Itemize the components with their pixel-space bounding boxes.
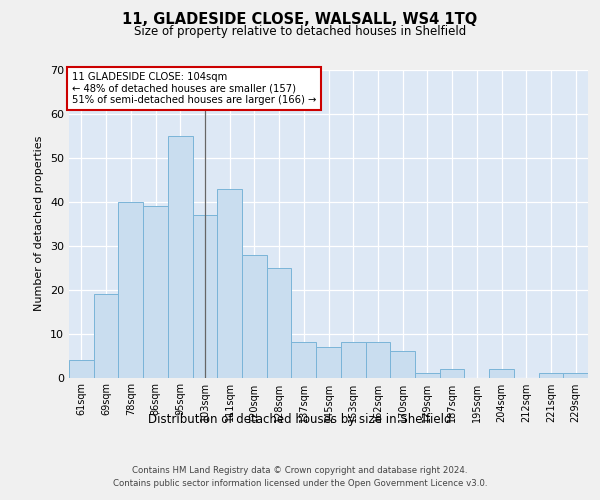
Bar: [118, 202, 143, 378]
Bar: [69, 360, 94, 378]
Bar: [563, 373, 588, 378]
Bar: [316, 347, 341, 378]
Bar: [242, 254, 267, 378]
Bar: [390, 351, 415, 378]
Bar: [489, 368, 514, 378]
Bar: [440, 368, 464, 378]
Bar: [267, 268, 292, 378]
Text: Contains public sector information licensed under the Open Government Licence v3: Contains public sector information licen…: [113, 479, 487, 488]
Text: 11, GLADESIDE CLOSE, WALSALL, WS4 1TQ: 11, GLADESIDE CLOSE, WALSALL, WS4 1TQ: [122, 12, 478, 28]
Text: Contains HM Land Registry data © Crown copyright and database right 2024.: Contains HM Land Registry data © Crown c…: [132, 466, 468, 475]
Y-axis label: Number of detached properties: Number of detached properties: [34, 136, 44, 312]
Text: Distribution of detached houses by size in Shelfield: Distribution of detached houses by size …: [148, 412, 452, 426]
Bar: [341, 342, 365, 378]
Bar: [94, 294, 118, 378]
Bar: [168, 136, 193, 378]
Bar: [193, 215, 217, 378]
Text: 11 GLADESIDE CLOSE: 104sqm
← 48% of detached houses are smaller (157)
51% of sem: 11 GLADESIDE CLOSE: 104sqm ← 48% of deta…: [71, 72, 316, 104]
Bar: [539, 373, 563, 378]
Bar: [292, 342, 316, 378]
Bar: [143, 206, 168, 378]
Bar: [217, 188, 242, 378]
Bar: [415, 373, 440, 378]
Bar: [365, 342, 390, 378]
Text: Size of property relative to detached houses in Shelfield: Size of property relative to detached ho…: [134, 25, 466, 38]
